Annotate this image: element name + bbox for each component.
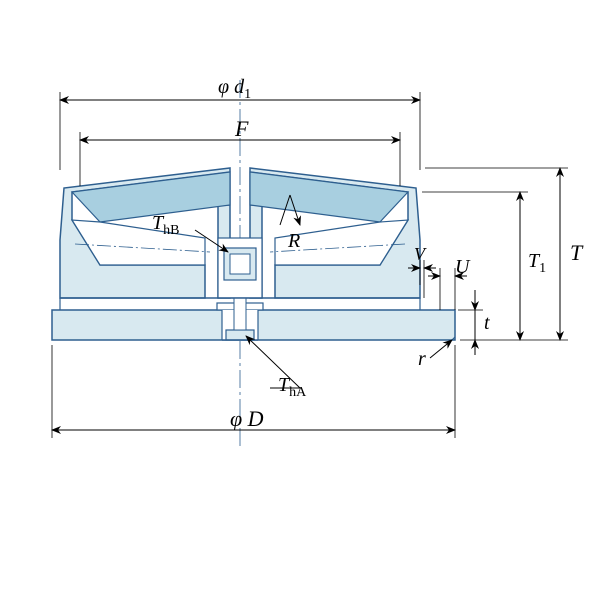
bearing-diagram xyxy=(0,0,600,600)
label-phi-d1: φ d1 xyxy=(218,76,251,103)
label-ThA: ThA xyxy=(278,374,306,401)
label-F: F xyxy=(235,116,248,142)
label-phi-D: φ D xyxy=(230,406,264,432)
r-chamfer-leader xyxy=(430,340,452,358)
label-R: R xyxy=(288,230,300,253)
label-T: T xyxy=(570,240,582,266)
label-ThB: ThB xyxy=(152,212,179,239)
label-U: U xyxy=(455,256,469,279)
label-T1: T1 xyxy=(528,250,546,277)
label-r: r xyxy=(418,348,426,371)
label-V: V xyxy=(414,244,425,265)
label-t: t xyxy=(484,312,490,335)
